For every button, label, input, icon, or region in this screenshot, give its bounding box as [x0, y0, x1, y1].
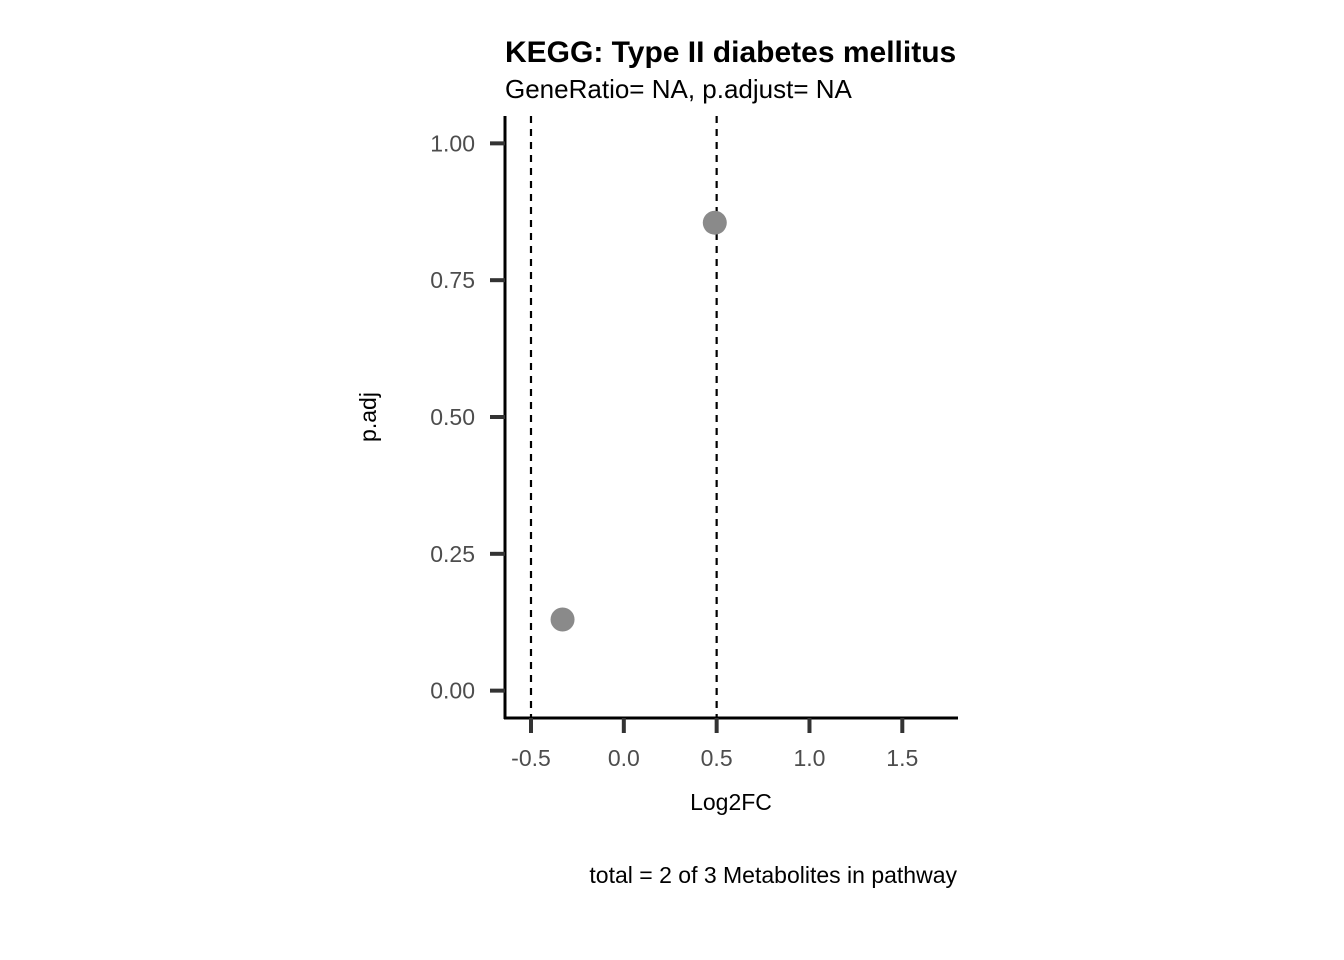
data-point-1	[702, 210, 727, 235]
data-point-0	[550, 607, 575, 632]
y-tick-label-2: 0.50	[430, 404, 475, 430]
y-tick-label-0: 0.00	[430, 678, 475, 704]
data-points	[550, 210, 727, 632]
x-axis-title: Log2FC	[690, 789, 772, 815]
x-tick-label-0: -0.5	[511, 745, 551, 771]
y-axis-ticks: 0.00 0.25 0.50 0.75 1.00	[430, 130, 505, 704]
x-tick-label-4: 1.5	[886, 745, 918, 771]
threshold-lines	[529, 116, 718, 718]
x-tick-label-2: 0.5	[701, 745, 733, 771]
chart-subtitle: GeneRatio= NA, p.adjust= NA	[505, 74, 853, 104]
y-axis-title: p.adj	[355, 392, 381, 442]
x-axis-ticks: -0.5 0.0 0.5 1.0 1.5	[511, 718, 918, 771]
chart-title: KEGG: Type II diabetes mellitus	[505, 36, 956, 69]
y-tick-label-4: 1.00	[430, 130, 475, 156]
y-tick-label-1: 0.25	[430, 541, 475, 567]
chart-caption: total = 2 of 3 Metabolites in pathway	[589, 862, 957, 888]
x-tick-label-1: 0.0	[608, 745, 640, 771]
x-tick-label-3: 1.0	[793, 745, 825, 771]
y-tick-label-3: 0.75	[430, 267, 475, 293]
